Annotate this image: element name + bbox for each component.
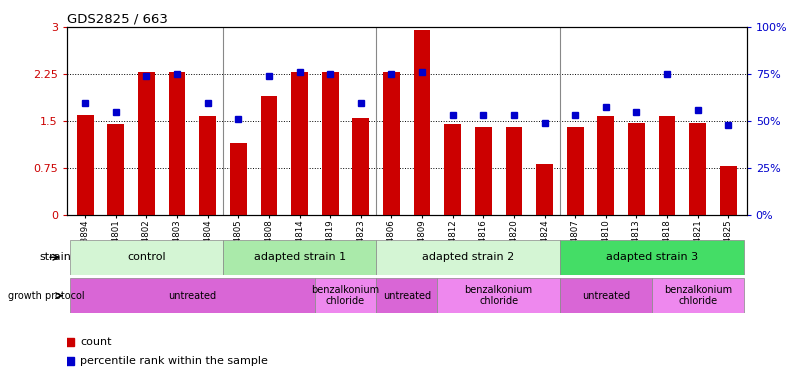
Bar [70, 278, 315, 313]
Text: percentile rank within the sample: percentile rank within the sample [80, 356, 268, 366]
Text: benzalkonium
chloride: benzalkonium chloride [663, 285, 732, 306]
Bar [77, 115, 94, 215]
Text: control: control [127, 252, 166, 262]
Bar [376, 278, 437, 313]
Text: count: count [80, 337, 112, 347]
Text: benzalkonium
chloride: benzalkonium chloride [311, 285, 380, 306]
Bar [536, 164, 553, 215]
Bar [560, 278, 652, 313]
Bar [475, 127, 492, 215]
Text: untreated: untreated [582, 291, 630, 301]
Bar [659, 116, 675, 215]
Bar [169, 72, 185, 215]
Bar [413, 30, 431, 215]
Bar [260, 96, 277, 215]
Bar [230, 143, 247, 215]
Bar [567, 127, 584, 215]
Bar [597, 116, 614, 215]
Bar [720, 166, 736, 215]
Bar [652, 278, 744, 313]
Text: untreated: untreated [383, 291, 431, 301]
Bar [108, 124, 124, 215]
Bar [138, 72, 155, 215]
Bar [383, 72, 400, 215]
Text: adapted strain 1: adapted strain 1 [254, 252, 346, 262]
Text: benzalkonium
chloride: benzalkonium chloride [465, 285, 533, 306]
Bar [505, 127, 523, 215]
Bar [352, 118, 369, 215]
Bar [628, 123, 645, 215]
Text: GDS2825 / 663: GDS2825 / 663 [67, 13, 167, 26]
Bar [291, 72, 308, 215]
Bar [376, 240, 560, 275]
Bar [70, 240, 223, 275]
Text: growth protocol: growth protocol [8, 291, 84, 301]
Bar [223, 240, 376, 275]
Bar [200, 116, 216, 215]
Text: untreated: untreated [168, 291, 216, 301]
Bar [315, 278, 376, 313]
Text: adapted strain 2: adapted strain 2 [422, 252, 514, 262]
Bar [689, 123, 706, 215]
Text: adapted strain 3: adapted strain 3 [606, 252, 698, 262]
Bar [321, 72, 339, 215]
Text: strain: strain [39, 252, 72, 262]
Bar [444, 124, 461, 215]
Bar [437, 278, 560, 313]
Bar [560, 240, 744, 275]
